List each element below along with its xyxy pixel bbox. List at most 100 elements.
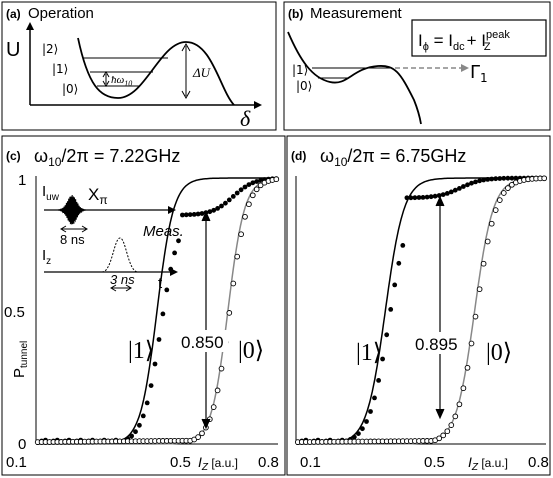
panel-d-point-state0 (488, 220, 495, 227)
panel-c-point-state0 (230, 280, 237, 287)
panel-d-curve-state1 (296, 177, 546, 445)
panel-d-point-state1 (432, 193, 438, 199)
panel-a-state-2: |2⟩ (42, 42, 58, 56)
panel-c-xtick-05: 0.5 (170, 454, 191, 471)
panel-a-state-0: |0⟩ (62, 82, 78, 96)
panel-d-point-state1 (428, 194, 434, 200)
panel-d: (d) ω10/2π = 6.75GHz 0.1 0.5 0.8 IZ [a.u… (286, 135, 551, 476)
inset-t-label: t (158, 275, 163, 292)
panel-d-point-state0 (496, 197, 503, 203)
panel-c-point-state0 (273, 176, 280, 183)
inset-meas-label: Meas. (143, 223, 184, 240)
panel-c-xtick-08: 0.8 (258, 454, 279, 471)
panel-a-ylabel: U (6, 39, 20, 61)
panel-d-point-state1 (436, 193, 442, 198)
panel-d-fidelity-arrowheads (435, 195, 445, 420)
panel-a-du-arrowheads (181, 42, 191, 100)
panel-c-point-state0 (238, 231, 244, 238)
panel-c-point-state1 (246, 182, 252, 188)
panel-d-point-state1 (392, 282, 398, 288)
panel-d-point-state1 (481, 177, 486, 183)
panel-b-equation: Iϕ = Idc + Ipeak Z (418, 29, 510, 53)
panel-b-state-1: |1⟩ (292, 63, 308, 77)
panel-c-point-state0 (242, 213, 248, 220)
panel-d-curve-state0 (296, 177, 546, 445)
panel-d-point-state1 (457, 186, 462, 191)
inset-uw-pulse (57, 194, 87, 225)
panel-c-point-state1 (133, 429, 138, 435)
panel-a-hw-arrowheads (102, 71, 110, 87)
panel-d-point-state0 (460, 385, 467, 392)
panel-d-fidelity-bg (412, 332, 464, 354)
panel-c-point-state1 (176, 238, 181, 244)
panel-d-point-state1 (424, 194, 430, 200)
panel-c-ytick-05: 0.5 (4, 304, 25, 321)
panel-c-point-state0 (246, 201, 252, 208)
panel-d-point-state0 (476, 286, 483, 293)
panel-b: (b) Measurement Iϕ = Idc + Ipeak Z |1⟩ |0⟩… (283, 1, 551, 131)
panel-c-label-state0: |0⟩ (238, 338, 264, 364)
panel-d-point-state0 (448, 422, 455, 428)
panel-c-tag: (c) (6, 149, 21, 163)
panel-d-fidelity: 0.895 (415, 335, 458, 354)
panel-d-point-state1 (505, 175, 511, 181)
panel-d-point-state1 (388, 307, 394, 312)
panel-a-state-1: |1⟩ (52, 62, 68, 76)
panel-c-point-state1 (152, 361, 158, 367)
panel-c-point-state1 (129, 433, 135, 439)
panel-c-point-state0 (210, 404, 217, 410)
panel-d-point-state1 (412, 195, 418, 201)
panel-c: (c) ω10/2π = 7.22GHz 1 0.5 0 0.1 0.5 0.8… (1, 135, 286, 476)
panel-c-point-state0 (199, 430, 205, 437)
panel-a: (a) Operation U δ |2⟩ |1⟩ |0⟩ ħω10 ΔU (1, 1, 277, 131)
panel-c-point-state1 (238, 187, 244, 193)
panel-c-point-state1 (168, 266, 174, 272)
panel-d-point-state1 (465, 182, 470, 188)
panel-a-hw-label: ħω10 (111, 74, 132, 88)
inset-3ns-arrowheads (110, 284, 132, 292)
panel-d-point-state0 (464, 364, 471, 371)
panel-c-point-state0 (257, 182, 264, 189)
panel-a-title: Operation (28, 5, 94, 22)
panel-d-point-state1 (368, 409, 373, 414)
panel-d-point-state1 (448, 189, 454, 195)
panel-c-fidelity-arrowheads (201, 210, 211, 430)
panel-c-point-state1 (250, 180, 256, 186)
panel-d-xtick-01: 0.1 (300, 454, 321, 471)
panel-c-point-state1 (242, 184, 248, 190)
panel-c-point-state1 (137, 422, 142, 428)
panel-c-point-state1 (230, 194, 236, 199)
panel-b-equation-box (411, 19, 547, 57)
panel-d-frame (286, 135, 551, 476)
panel-c-point-state1 (172, 250, 178, 256)
panel-d-point-state1 (493, 176, 499, 182)
panel-d-point-state1 (501, 175, 507, 181)
panel-c-point-state0 (195, 434, 201, 440)
panel-c-frame (1, 135, 286, 476)
panel-a-potential-curve (77, 37, 235, 106)
panel-d-point-state1 (376, 378, 381, 383)
panel-d-point-state1 (469, 180, 474, 186)
inset-iuw-label: Iuw (42, 183, 60, 203)
panel-d-xtick-08: 0.8 (528, 454, 549, 471)
panel-a-tag: (a) (6, 7, 21, 21)
panel-b-potential-curve (287, 31, 422, 125)
panel-d-point-state0 (436, 435, 443, 442)
panel-c-ytick-0: 0 (18, 436, 26, 453)
panel-d-xlabel: IZ [a.u.] (468, 454, 508, 473)
panel-d-label-state0: |0⟩ (486, 340, 512, 366)
panel-c-point-state0 (234, 253, 241, 260)
panel-c-point-state1 (187, 212, 193, 218)
panel-c-fidelity: 0.850 (181, 333, 224, 352)
panel-c-point-state0 (249, 192, 256, 199)
panel-d-point-state1 (404, 195, 410, 201)
panel-d-point-state1 (513, 175, 519, 181)
panel-d-point-state1 (444, 191, 450, 196)
panel-d-label-state1: |1⟩ (356, 340, 382, 366)
panel-d-xtick-05: 0.5 (424, 454, 445, 471)
panel-c-point-state1 (199, 211, 205, 216)
panel-d-point-state1 (356, 431, 361, 436)
panel-c-point-state1 (226, 197, 232, 203)
panel-d-point-state1 (372, 395, 377, 401)
